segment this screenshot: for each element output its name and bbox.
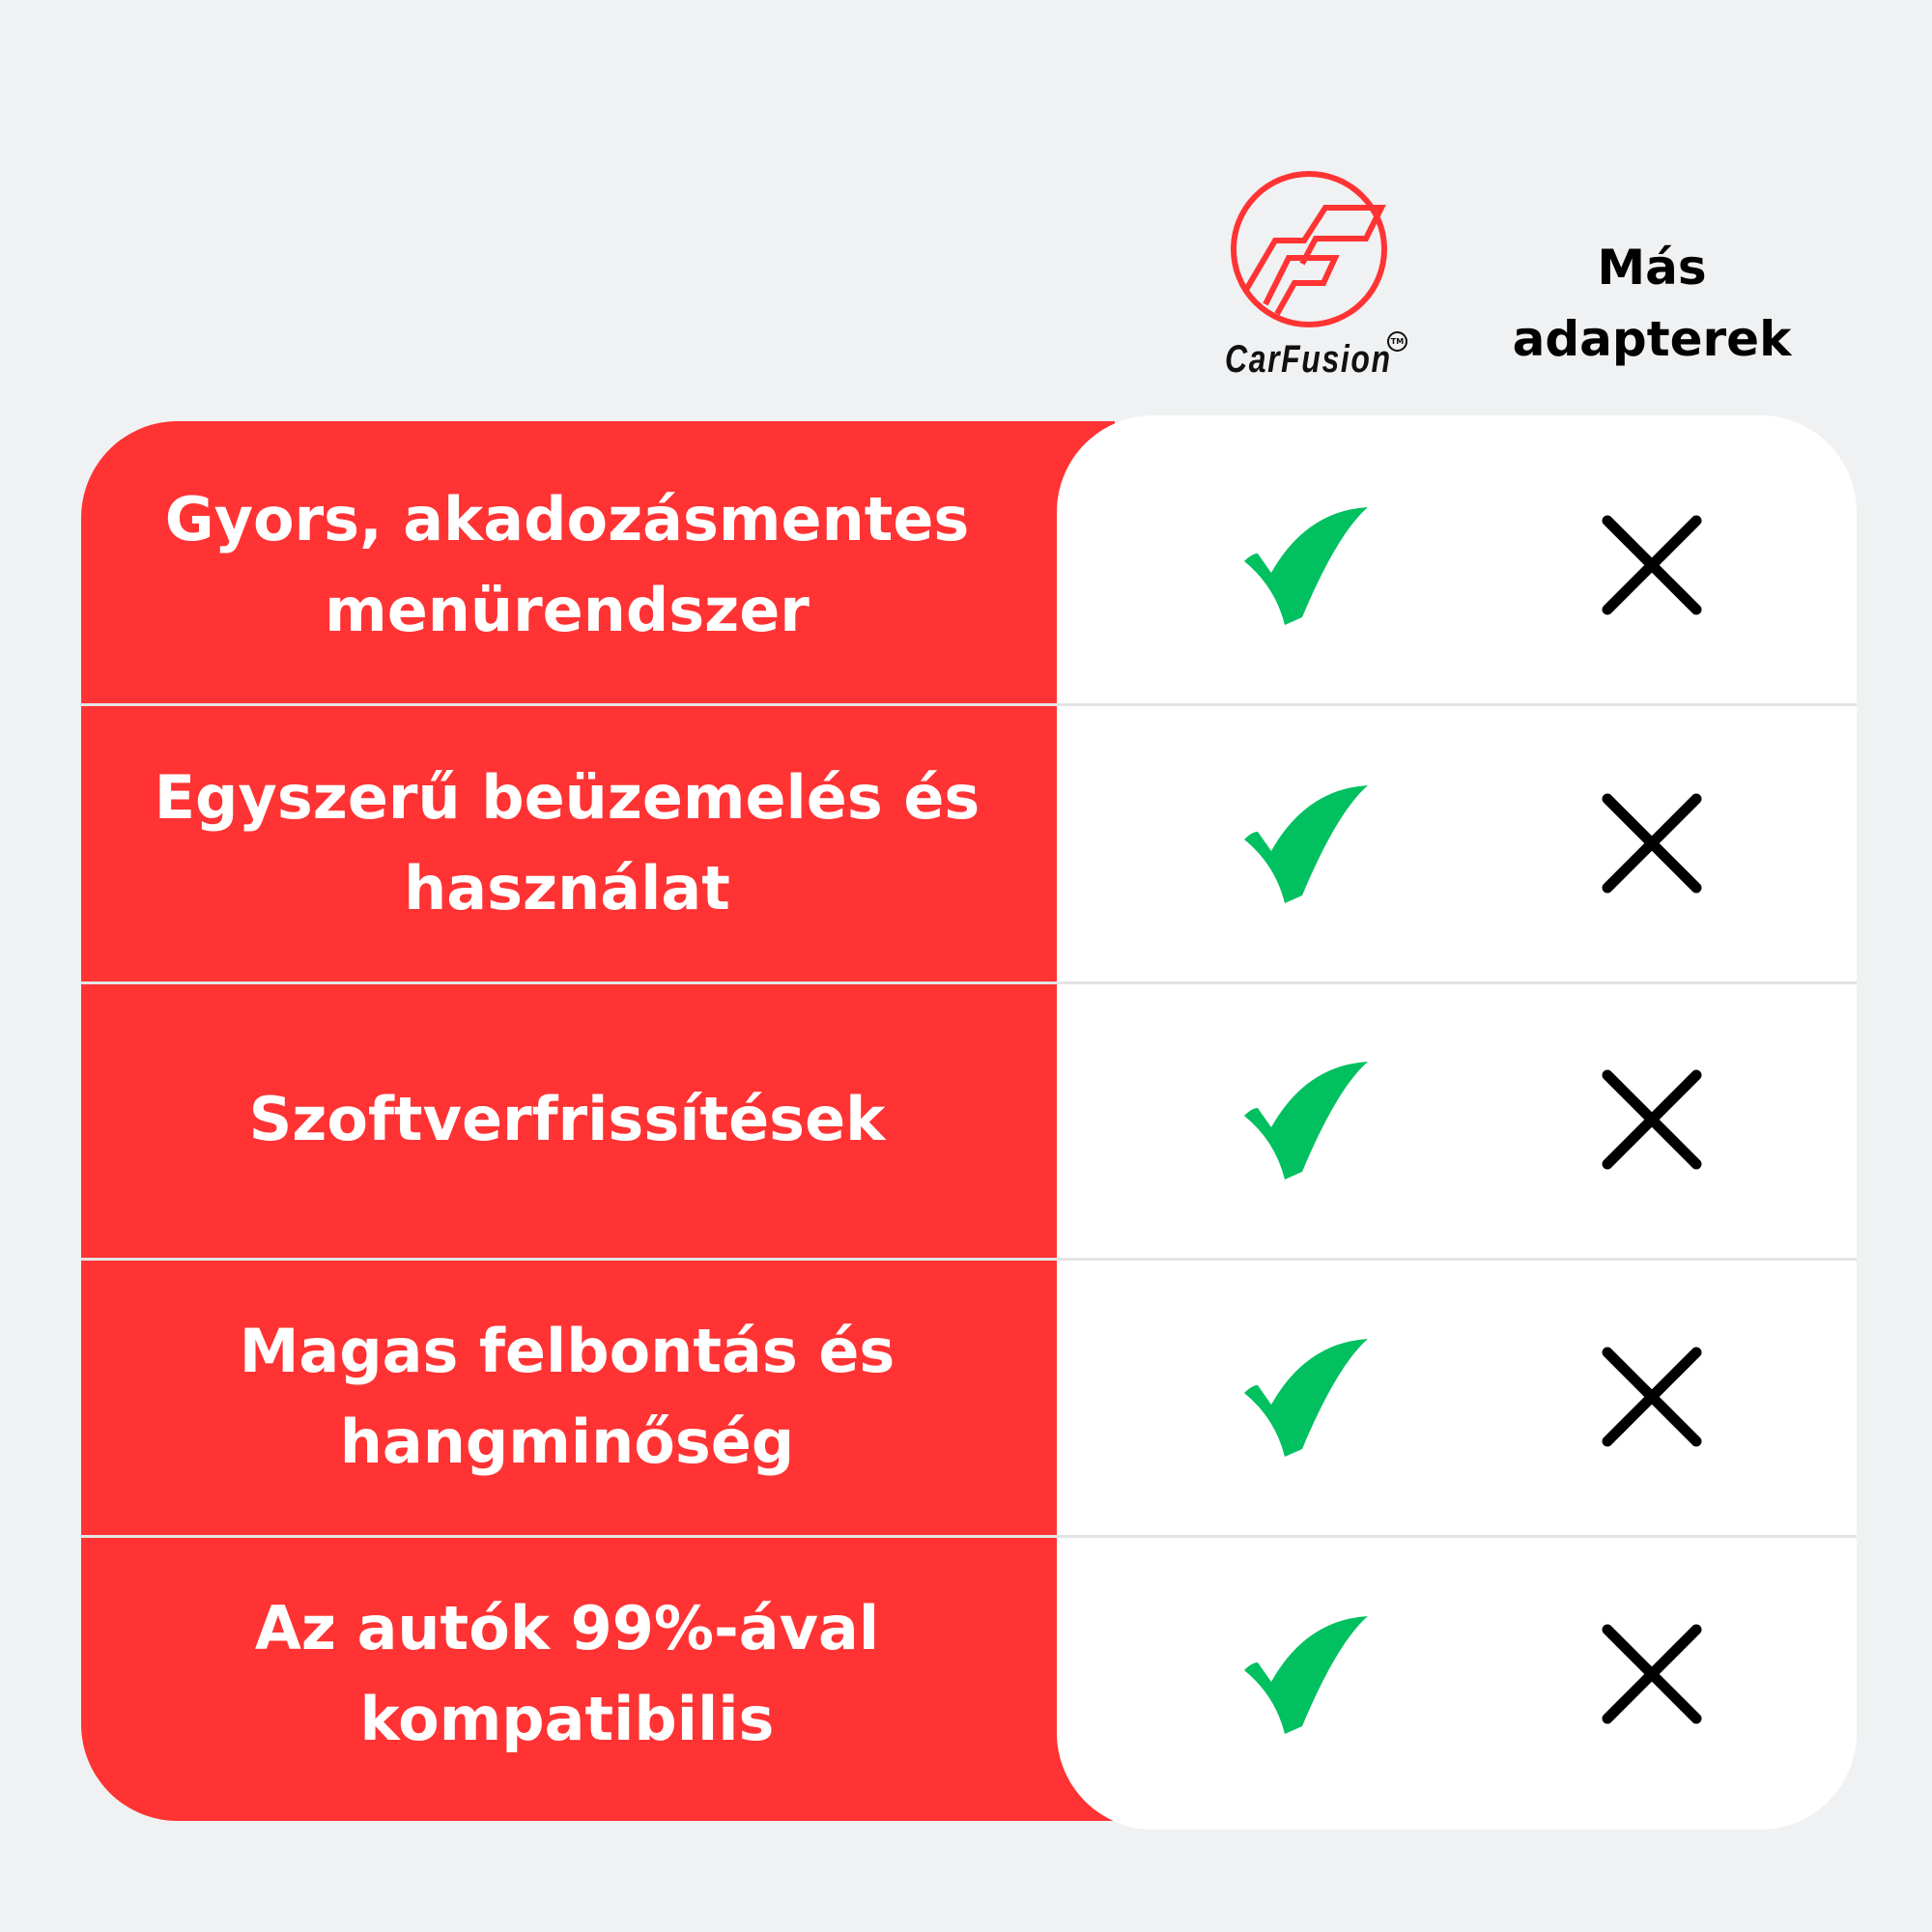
comparison-row: Gyors, akadozásmentes menürendszer <box>81 427 1857 703</box>
check-icon <box>1244 785 1368 903</box>
feature-label-line: Gyors, akadozásmentes <box>164 484 970 554</box>
feature-label: Az autók 99%-ával kompatibilis <box>81 1536 1053 1812</box>
check-icon <box>1244 1616 1368 1734</box>
feature-label-line: Egyszerű beüzemelés és <box>154 762 980 833</box>
cross-icon <box>1602 793 1702 894</box>
check-icon <box>1244 507 1368 625</box>
trademark-symbol: TM <box>1387 331 1407 352</box>
comparison-panel <box>1057 415 1857 1830</box>
header-line: Más <box>1597 240 1707 296</box>
feature-label: Egyszerű beüzemelés és használat <box>81 705 1053 981</box>
feature-label-line: Az autók 99%-ával <box>254 1593 880 1663</box>
cross-icon <box>1602 1347 1702 1447</box>
feature-label-line: kompatibilis <box>359 1684 775 1754</box>
header-line: adapterek <box>1512 311 1792 367</box>
feature-label-line: menürendszer <box>325 575 810 645</box>
cross-icon <box>1602 515 1702 615</box>
comparison-row: Szoftverfrissítések <box>81 981 1857 1258</box>
cross-icon <box>1602 1069 1702 1170</box>
comparison-row: Magas felbontás és hangminőség <box>81 1259 1857 1535</box>
row-divider <box>81 703 1857 706</box>
features-panel <box>81 421 1115 1821</box>
comparison-row: Egyszerű beüzemelés és használat <box>81 705 1857 981</box>
row-divider <box>81 1258 1857 1261</box>
comparison-row: Az autók 99%-ával kompatibilis <box>81 1536 1857 1812</box>
feature-label-line: használat <box>404 853 730 923</box>
feature-label: Gyors, akadozásmentes menürendszer <box>81 427 1053 703</box>
row-divider <box>81 1535 1857 1538</box>
carfusion-logo <box>1231 171 1387 327</box>
row-divider <box>81 981 1857 984</box>
feature-label: Szoftverfrissítések <box>81 981 1053 1258</box>
feature-label-line: hangminőség <box>339 1406 795 1477</box>
brand-name: CarFusion <box>1225 338 1392 381</box>
feature-label-line: Magas felbontás és <box>239 1316 895 1386</box>
feature-label: Magas felbontás és hangminőség <box>81 1259 1053 1535</box>
check-icon <box>1244 1339 1368 1457</box>
cross-icon <box>1602 1624 1702 1724</box>
other-adapters-header: Más adapterek <box>1488 232 1816 375</box>
check-icon <box>1244 1062 1368 1179</box>
feature-label-line: Szoftverfrissítések <box>248 1084 886 1154</box>
